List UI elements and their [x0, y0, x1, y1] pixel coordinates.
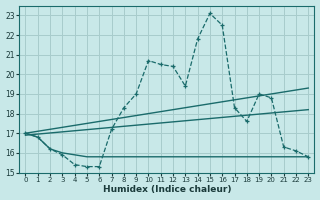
- X-axis label: Humidex (Indice chaleur): Humidex (Indice chaleur): [103, 185, 231, 194]
